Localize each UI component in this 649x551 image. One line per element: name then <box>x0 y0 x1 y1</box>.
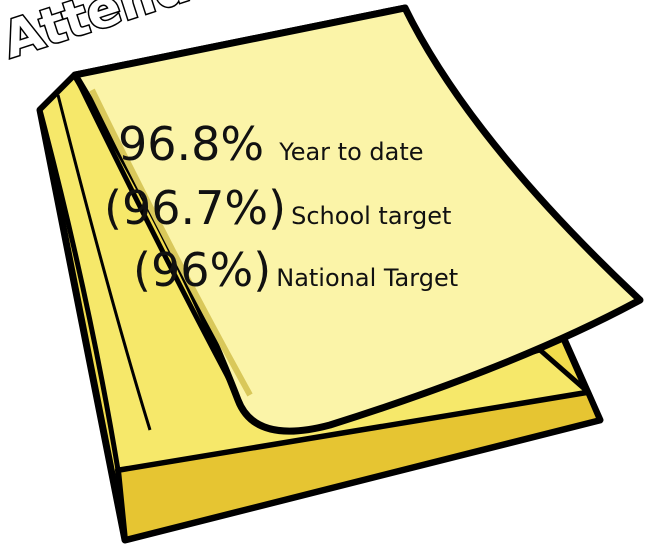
label: Year to date <box>278 138 423 166</box>
value: 96.8% <box>118 117 264 171</box>
value: (96%) <box>133 243 271 297</box>
value: (96.7%) <box>104 181 286 235</box>
label: School target <box>291 202 451 230</box>
page: Attendance 96.8% Year to date (96.7%) Sc… <box>0 0 649 551</box>
label: National Target <box>276 264 458 292</box>
